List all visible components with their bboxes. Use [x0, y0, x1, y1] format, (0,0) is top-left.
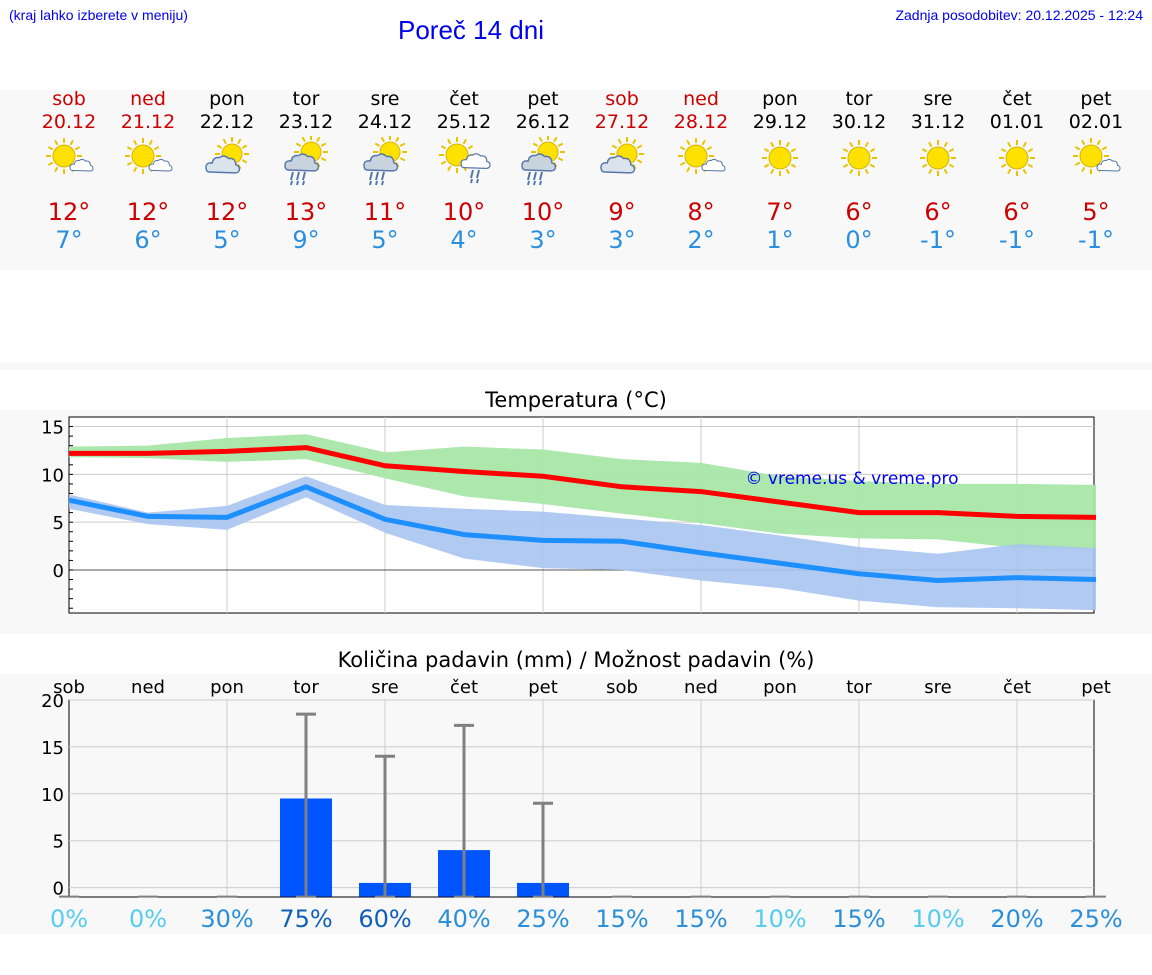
precipitation-chart-title: Količina padavin (mm) / Možnost padavin … — [337, 648, 815, 672]
day-date: 24.12 — [357, 111, 413, 133]
cloud-sun-icon — [595, 136, 649, 196]
separator-band — [0, 363, 1152, 370]
temp-max: 10° — [442, 198, 486, 226]
day-date: 28.12 — [673, 111, 729, 133]
day-name: čet — [449, 88, 479, 110]
temp-min: 9° — [292, 226, 320, 254]
day-name: sob — [52, 88, 86, 110]
sun-cloud-rain-icon — [437, 136, 491, 196]
temp-max: 12° — [126, 198, 170, 226]
day-date: 01.01 — [989, 111, 1045, 133]
temp-min: 6° — [134, 226, 162, 254]
day-name: tor — [845, 88, 873, 110]
day-date: 20.12 — [41, 111, 97, 133]
temp-max: 5° — [1082, 198, 1110, 226]
menu-hint: (kraj lahko izberete v meniju) — [9, 7, 188, 23]
temp-min: 5° — [213, 226, 241, 254]
temp-max: 8° — [687, 198, 715, 226]
temp-max: 13° — [284, 198, 328, 226]
day-name: pon — [209, 88, 245, 110]
sun-icon — [832, 136, 886, 196]
temp-min: -1° — [999, 226, 1035, 254]
temp-max: 9° — [608, 198, 636, 226]
day-date: 31.12 — [910, 111, 966, 133]
sun-cloud-icon — [121, 136, 175, 196]
precipitation-panel — [0, 674, 1152, 934]
cloud-sun-rain-icon — [279, 135, 333, 196]
sun-icon — [990, 136, 1044, 196]
sun-icon — [753, 136, 807, 196]
temp-min: 2° — [687, 226, 715, 254]
day-date: 30.12 — [831, 111, 887, 133]
temp-min: -1° — [920, 226, 956, 254]
day-date: 21.12 — [120, 111, 176, 133]
temp-max: 7° — [766, 198, 794, 226]
temp-max: 6° — [924, 198, 952, 226]
temp-min: -1° — [1078, 226, 1114, 254]
temp-min: 4° — [450, 226, 478, 254]
temp-max: 11° — [363, 198, 407, 226]
day-date: 25.12 — [436, 111, 492, 133]
sun-cloud-icon — [1069, 136, 1123, 196]
temp-min: 5° — [371, 226, 399, 254]
day-name: pet — [1080, 88, 1112, 110]
temp-max: 12° — [47, 198, 91, 226]
temp-min: 3° — [529, 226, 557, 254]
cloud-sun-rain-icon — [358, 135, 412, 196]
page-title: Poreč 14 dni — [398, 15, 544, 45]
temperature-chart-title: Temperatura (°C) — [485, 388, 667, 412]
day-name: sre — [370, 88, 400, 110]
temperature-panel — [0, 410, 1152, 634]
day-date: 29.12 — [752, 111, 808, 133]
temp-max: 6° — [1003, 198, 1031, 226]
temp-min: 1° — [766, 226, 794, 254]
sun-icon — [911, 136, 965, 196]
cloud-sun-rain-icon — [516, 135, 570, 196]
day-date: 27.12 — [594, 111, 650, 133]
day-name: čet — [1002, 88, 1032, 110]
day-name: tor — [292, 88, 320, 110]
last-update: Zadnja posodobitev: 20.12.2025 - 12:24 — [895, 7, 1143, 23]
temp-min: 7° — [55, 226, 83, 254]
day-name: ned — [130, 88, 166, 110]
day-name: sob — [605, 88, 639, 110]
temp-min: 0° — [845, 226, 873, 254]
sun-cloud-icon — [42, 136, 96, 196]
forecast-band — [0, 90, 1152, 270]
day-name: pet — [527, 88, 559, 110]
day-date: 23.12 — [278, 111, 334, 133]
temp-max: 12° — [205, 198, 249, 226]
day-name: ned — [683, 88, 719, 110]
day-date: 26.12 — [515, 111, 571, 133]
temp-max: 10° — [521, 198, 565, 226]
temp-min: 3° — [608, 226, 636, 254]
temp-max: 6° — [845, 198, 873, 226]
sun-cloud-icon — [674, 136, 728, 196]
day-date: 02.01 — [1068, 111, 1124, 133]
day-date: 22.12 — [199, 111, 255, 133]
cloud-sun-icon — [200, 136, 254, 196]
day-name: sre — [923, 88, 953, 110]
day-name: pon — [762, 88, 798, 110]
